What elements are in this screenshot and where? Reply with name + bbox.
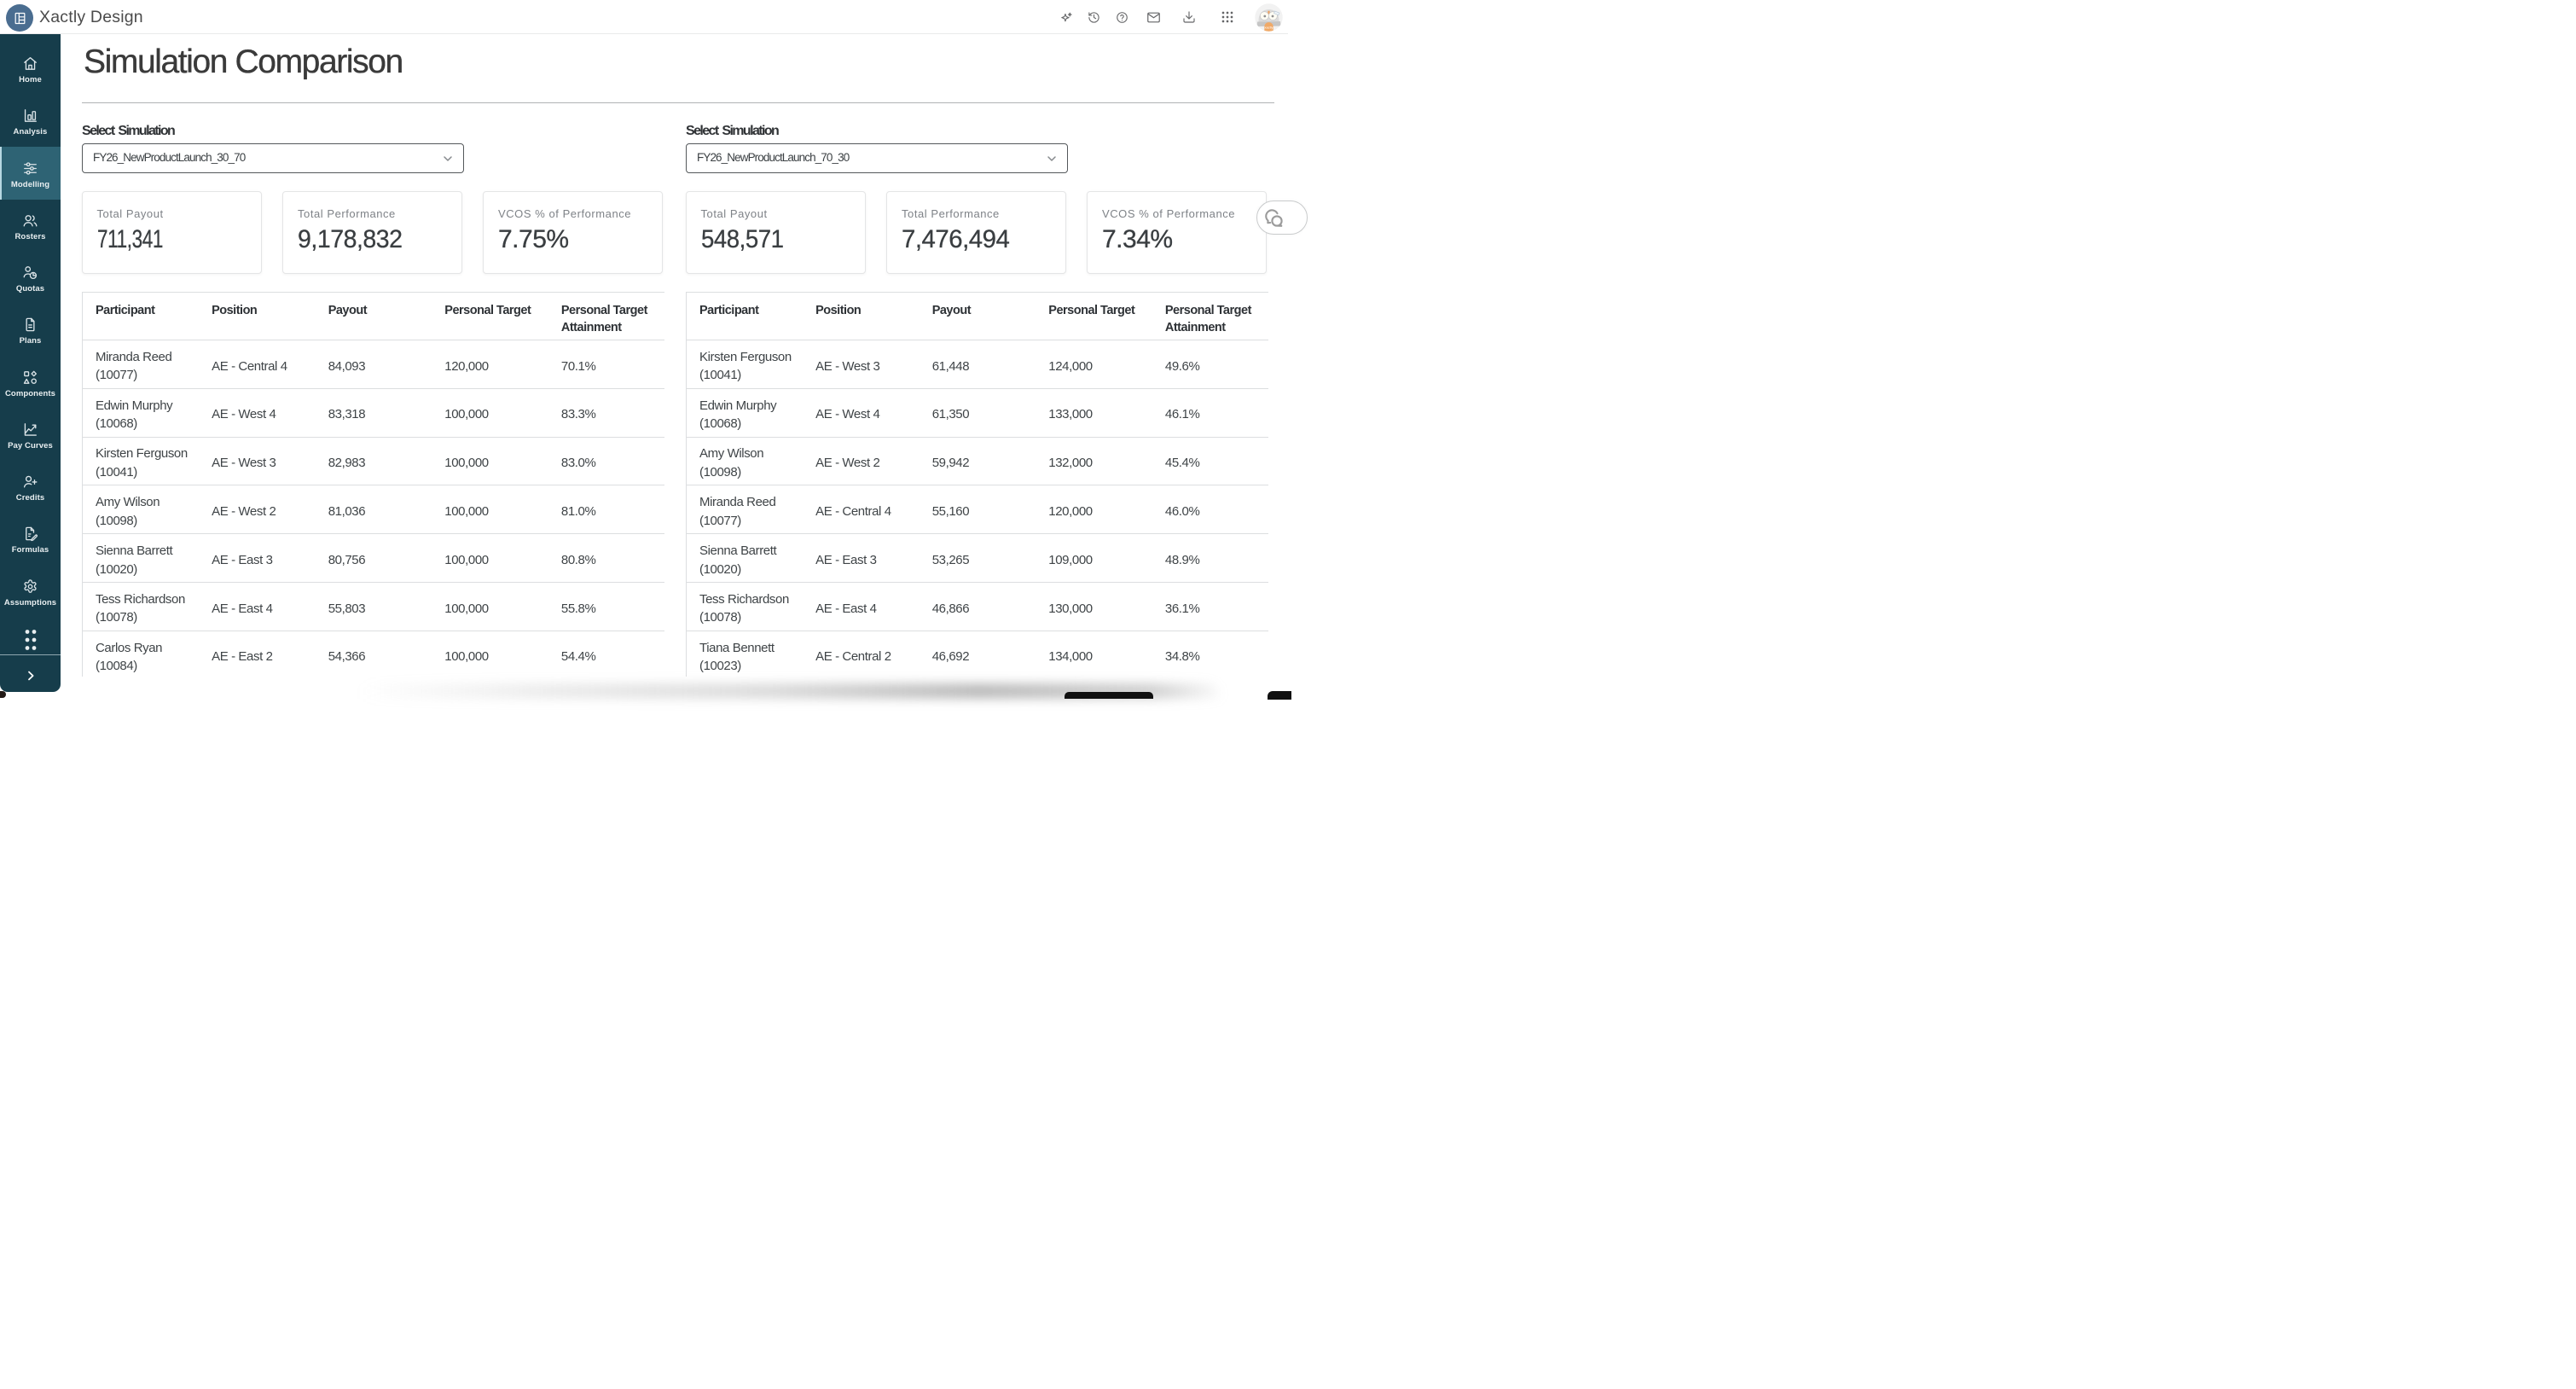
svg-text:xactly: xactly [1264,25,1273,29]
